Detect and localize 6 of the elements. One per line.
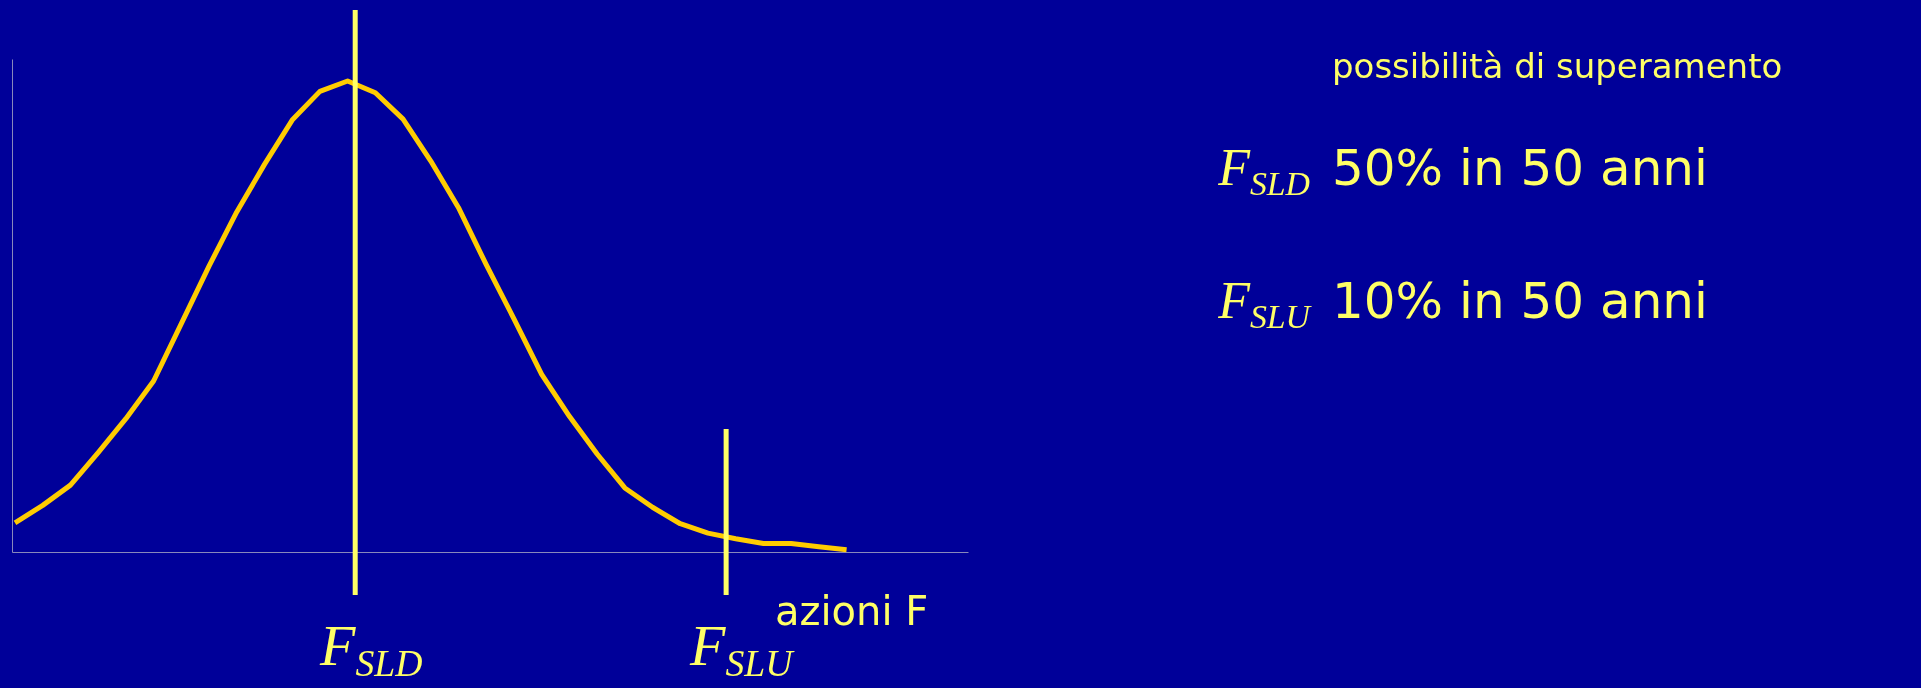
text: F$_{SLD}$ <box>319 613 423 685</box>
text: 10% in 50 anni <box>1332 272 1708 330</box>
text: F$_{SLU}$ <box>1217 272 1313 336</box>
text: F$_{SLD}$ <box>1217 139 1310 203</box>
text: 50% in 50 anni <box>1332 139 1708 197</box>
text: possibilità di superamento <box>1332 46 1783 86</box>
